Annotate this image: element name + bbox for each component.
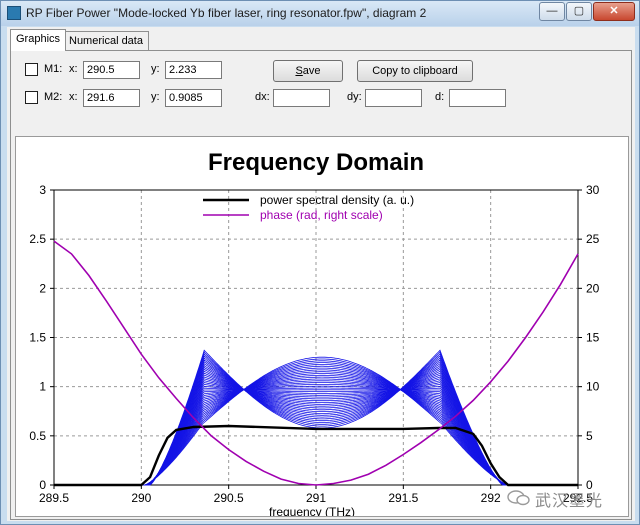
round-trip-spectrum-line (132, 365, 512, 486)
round-trip-spectrum-line (132, 389, 512, 486)
d-label: d: (435, 91, 445, 103)
graphics-panel: M1: x: y: Save Copy to clipboard M2: x: … (10, 50, 632, 520)
round-trip-spectrum-line (132, 378, 512, 486)
copy-to-clipboard-button[interactable]: Copy to clipboard (357, 60, 473, 82)
y-tick-label: 2 (39, 281, 46, 295)
tab-graphics[interactable]: Graphics (10, 29, 67, 51)
m2-x-field[interactable] (83, 89, 140, 107)
x-tick-label: 289.5 (39, 491, 69, 505)
x-tick-label: 292.5 (563, 491, 593, 505)
y2-tick-label: 10 (586, 380, 600, 394)
title-bar[interactable]: RP Fiber Power "Mode-locked Yb fiber las… (1, 1, 639, 26)
round-trip-spectrum-line (132, 365, 512, 486)
round-trip-spectrum-line (132, 355, 512, 486)
m1-x-label: x: (69, 63, 78, 75)
round-trip-spectrum-line (132, 363, 512, 486)
round-trip-spectrum-line (132, 353, 512, 486)
watermark: 武汉墨光 (505, 485, 635, 510)
round-trip-spectrum-line (132, 372, 512, 486)
m2-y-label: y: (151, 91, 160, 103)
y-tick-label: 2.5 (29, 232, 46, 246)
round-trip-spectrum-line (132, 368, 512, 486)
m2-y-field[interactable] (165, 89, 222, 107)
round-trip-spectrum-line (132, 380, 512, 486)
round-trip-spectrum-line (132, 369, 512, 486)
y2-tick-label: 5 (586, 429, 593, 443)
round-trip-spectrum-line (132, 387, 512, 486)
x-tick-label: 291.5 (388, 491, 418, 505)
round-trip-spectrum-line (132, 374, 512, 486)
y2-tick-label: 25 (586, 232, 600, 246)
round-trip-spectrum-line (132, 356, 512, 486)
round-trip-spectrum-line (132, 385, 512, 486)
save-label-rest: ave (302, 65, 321, 77)
y-tick-label: 0.5 (29, 429, 46, 443)
round-trip-spectrum-line (132, 383, 512, 486)
m1-x-field[interactable] (83, 61, 140, 79)
chart-title: Frequency Domain (208, 149, 424, 176)
y2-tick-label: 20 (586, 281, 600, 295)
psd-series-line (54, 424, 578, 487)
y2-tick-label: 15 (586, 331, 600, 345)
tab-numerical-data[interactable]: Numerical data (63, 31, 149, 51)
maximize-button[interactable]: ▢ (566, 2, 592, 21)
m2-label: M2: (44, 91, 63, 103)
dy-label: dy: (347, 91, 362, 103)
watermark-text: 武汉墨光 (535, 491, 604, 510)
x-tick-label: 292 (481, 491, 501, 505)
m1-y-field[interactable] (165, 61, 222, 79)
round-trip-spectrum-line (132, 351, 512, 486)
d-field[interactable] (449, 89, 506, 107)
round-trip-spectrum-line (132, 376, 512, 486)
y-tick-label: 1 (39, 380, 46, 394)
round-trip-spectrum-line (132, 383, 512, 486)
round-trip-spectrum-line (132, 370, 512, 486)
round-trip-spectrum-line (132, 361, 512, 486)
round-trip-spectrum-line (132, 382, 512, 486)
x-tick-label: 291 (306, 491, 326, 505)
dx-field[interactable] (273, 89, 330, 107)
phase-series-line (53, 240, 579, 486)
round-trip-spectrum-line (132, 378, 512, 486)
round-trip-spectrum-line (132, 374, 512, 486)
round-trip-spectrum-line (132, 359, 512, 486)
save-accelerator: S (295, 65, 303, 77)
dy-field[interactable] (365, 89, 422, 107)
y-tick-label: 3 (39, 183, 46, 197)
round-trip-spectrum-line (132, 376, 512, 486)
save-button[interactable]: Save (273, 60, 343, 82)
frequency-domain-chart: Frequency Domain 289.5 290 290.5 291 291.5 292… (29, 149, 600, 519)
round-trip-spectrum-line (132, 380, 512, 486)
y-tick-label: 0 (39, 478, 46, 492)
m2-x-label: x: (69, 91, 78, 103)
round-trip-spectrum-line (132, 357, 512, 486)
x-tick-label: 290 (131, 491, 151, 505)
round-trip-spectrum-line (132, 366, 512, 486)
x-axis-label: frequency (THz) (269, 505, 355, 516)
legend-label: phase (rad, right scale) (260, 208, 383, 222)
x-tick-label: 290.5 (214, 491, 244, 505)
m1-label: M1: (44, 63, 63, 75)
round-trip-spectrum-line (132, 382, 512, 486)
m2-checkbox[interactable] (25, 91, 38, 104)
m1-checkbox[interactable] (25, 63, 38, 76)
round-trip-spectrum-line (132, 387, 512, 486)
plot-area[interactable]: Frequency Domain 289.5 290 290.5 291 291.5 292… (15, 136, 629, 519)
wechat-logo-icon (507, 490, 530, 506)
round-trip-spectrum-line (132, 385, 512, 486)
close-button[interactable]: ✕ (593, 2, 635, 21)
app-icon (7, 6, 21, 20)
legend-label: power spectral density (a. u.) (260, 193, 414, 207)
client-area: Graphics Numerical data M1: x: y: Save C… (7, 27, 635, 521)
dx-label: dx: (255, 91, 270, 103)
y2-tick-label: 0 (586, 478, 593, 492)
minimize-button[interactable]: — (539, 2, 565, 21)
round-trip-spectrum-line (132, 358, 512, 486)
y2-tick-label: 30 (586, 183, 600, 197)
window-title: RP Fiber Power "Mode-locked Yb fiber las… (26, 6, 427, 20)
m1-y-label: y: (151, 63, 160, 75)
y-tick-label: 1.5 (29, 331, 46, 345)
